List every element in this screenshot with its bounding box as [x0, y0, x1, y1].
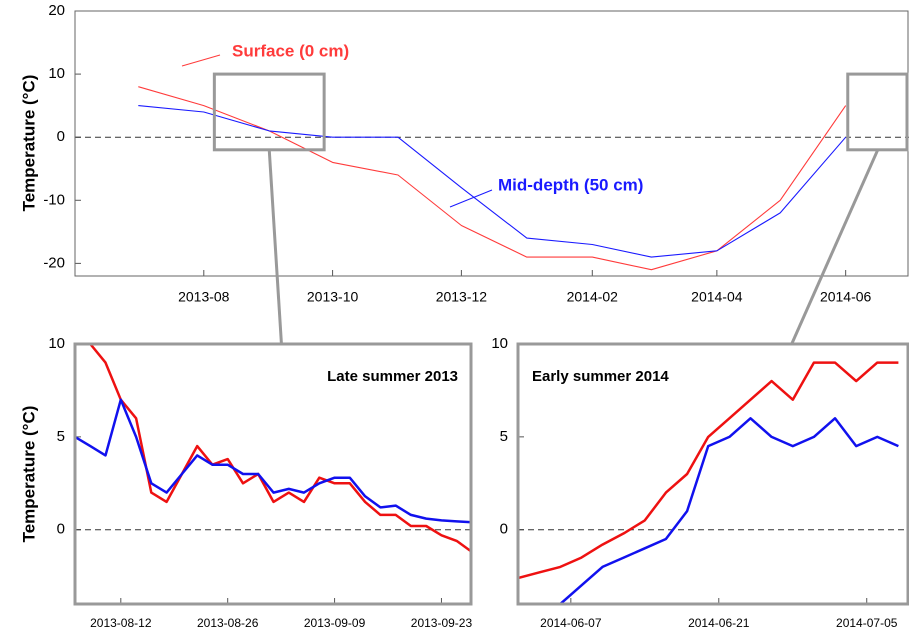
y-tick-label: 10	[491, 335, 508, 352]
y-tick-label: 0	[57, 521, 65, 538]
y-tick-label: 0	[500, 521, 508, 538]
series-label: Surface (0 cm)	[232, 41, 349, 60]
x-tick-label: 2013-08	[178, 289, 230, 305]
x-tick-label: 2013-12	[436, 289, 488, 305]
plot-lines	[518, 361, 899, 604]
series-line	[138, 105, 847, 258]
series-line	[75, 398, 472, 524]
series-label: Mid-depth (50 cm)	[498, 175, 643, 194]
x-tick-label: 2013-08-12	[90, 616, 152, 630]
x-tick-label: 2013-09-09	[304, 616, 366, 630]
x-tick-label: 2014-07-05	[836, 616, 898, 630]
x-tick-label: 2014-06-21	[688, 616, 750, 630]
label-leader	[181, 54, 221, 67]
series-line	[559, 417, 899, 604]
x-tick-label: 2014-06	[820, 289, 872, 305]
y-axis-label: Temperature (°C)	[19, 75, 38, 212]
zoom-connector	[267, 149, 283, 345]
zoom-box	[212, 72, 326, 152]
y-tick-label: 5	[500, 428, 508, 445]
plot-frame	[516, 342, 909, 606]
y-tick-label: 5	[57, 428, 65, 445]
x-tick-label: 2013-08-26	[197, 616, 259, 630]
y-tick-label: -10	[43, 191, 65, 208]
plot-frame	[73, 342, 473, 606]
series-line	[518, 361, 899, 580]
zoom-box	[846, 72, 909, 152]
zoom-connector	[790, 149, 880, 345]
inset-title: Late summer 2013	[327, 368, 458, 385]
y-tick-label: 20	[48, 2, 65, 19]
x-tick-label: 2013-10	[307, 289, 359, 305]
inset-title: Early summer 2014	[532, 368, 669, 385]
y-tick-label: 10	[48, 335, 65, 352]
x-tick-label: 2013-09-23	[411, 616, 473, 630]
y-tick-label: 0	[57, 128, 65, 145]
label-leader	[449, 189, 493, 208]
x-tick-label: 2014-04	[691, 289, 743, 305]
x-tick-label: 2014-02	[567, 289, 619, 305]
plot-lines	[75, 344, 472, 554]
x-tick-label: 2014-06-07	[540, 616, 602, 630]
series-line	[75, 344, 472, 554]
plot-lines	[138, 86, 847, 271]
series-line	[138, 86, 847, 271]
y-tick-label: -20	[43, 254, 65, 271]
y-tick-label: 10	[48, 65, 65, 82]
plot-frame	[74, 10, 909, 277]
y-axis-label: Temperature (°C)	[19, 406, 38, 543]
